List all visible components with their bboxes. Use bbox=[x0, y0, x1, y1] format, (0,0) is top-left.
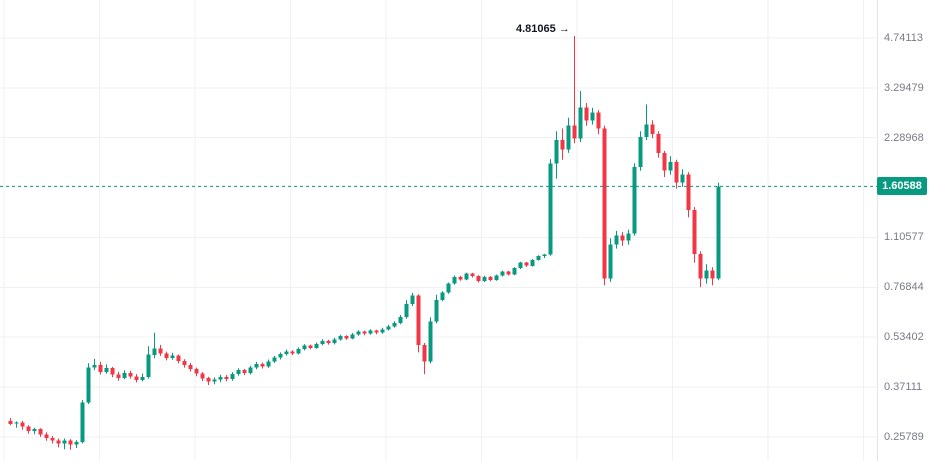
axis-tick-label: 2.28968 bbox=[884, 132, 924, 144]
horizontal-gridlines bbox=[0, 37, 877, 438]
annotation-price-text: 4.81065 bbox=[516, 23, 556, 35]
vertical-gridlines bbox=[3, 0, 864, 461]
current-price-label: 1.60588 bbox=[882, 180, 922, 192]
axis-tick-label: 0.53402 bbox=[884, 331, 924, 343]
axis-tick-label: 1.10577 bbox=[884, 231, 924, 243]
candles-layer bbox=[8, 36, 721, 450]
axis-tick-label: 3.29479 bbox=[884, 82, 924, 94]
axis-tick-label: 4.74113 bbox=[884, 32, 923, 44]
current-price-badge: 1.60588 bbox=[877, 177, 927, 195]
axis-tick-label: 0.76844 bbox=[884, 281, 924, 293]
high-price-annotation: 4.81065 → bbox=[516, 23, 570, 35]
axis-tick-label: 0.25789 bbox=[884, 431, 924, 443]
axis-tick-label: 0.37111 bbox=[884, 381, 923, 393]
right-arrow-icon: → bbox=[558, 23, 570, 35]
